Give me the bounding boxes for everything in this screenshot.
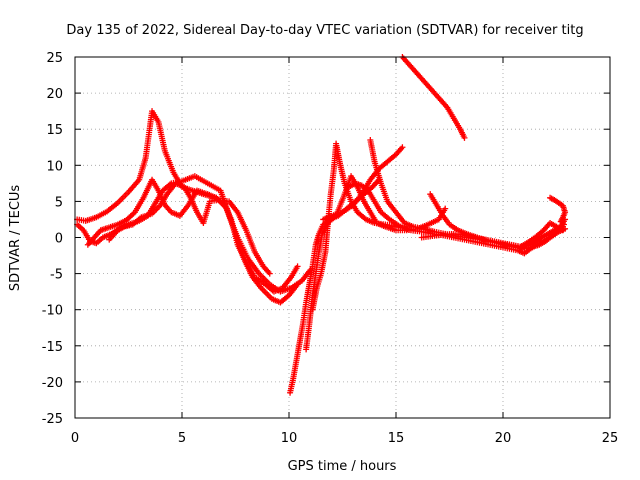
y-tick-label: 10 [46, 159, 63, 174]
x-tick-label: 5 [178, 431, 186, 446]
y-tick-label: 5 [55, 195, 63, 210]
x-tick-label: 25 [602, 431, 619, 446]
data-point [399, 144, 406, 151]
grid [75, 57, 610, 418]
y-axis-label: SDTVAR / TECUs [8, 185, 23, 292]
y-tick-label: -10 [42, 304, 63, 319]
y-tick-label: 25 [46, 51, 63, 66]
y-tick-label: 20 [46, 87, 63, 102]
x-tick-label: 15 [388, 431, 405, 446]
axis-ticks: 0 5 10 15 20 25 -25 -20 -15 -10 -5 0 5 10 15 20 25 [42, 51, 619, 446]
chart-title: Day 135 of 2022, Sidereal Day-to-day VTE… [66, 23, 583, 38]
x-tick-label: 0 [71, 431, 79, 446]
y-tick-label: -15 [42, 340, 63, 355]
y-tick-label: 15 [46, 123, 63, 138]
data-point [560, 221, 567, 228]
data-point [294, 263, 301, 270]
y-tick-label: -5 [50, 268, 63, 283]
y-tick-label: -25 [42, 412, 63, 427]
x-tick-label: 20 [495, 431, 512, 446]
y-tick-label: -20 [42, 376, 63, 391]
data-point [461, 134, 468, 141]
data-point [559, 227, 566, 234]
data-point [442, 205, 449, 212]
data-point [266, 270, 273, 277]
y-tick-label: 0 [55, 232, 63, 247]
x-tick-label: 10 [281, 431, 298, 446]
x-axis-label: GPS time / hours [288, 459, 397, 474]
data-points [74, 54, 569, 396]
